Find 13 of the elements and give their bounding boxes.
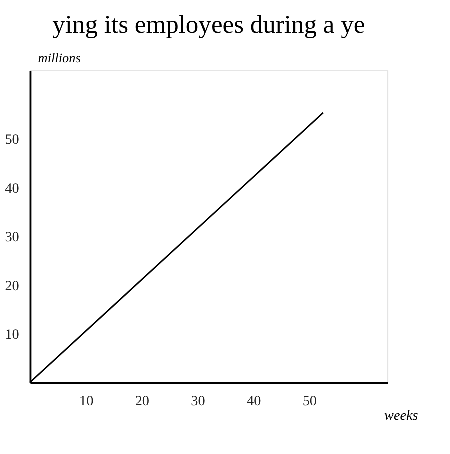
x-tick-label: 50 bbox=[302, 394, 317, 410]
chart-title: ying its employees during a ye bbox=[52, 10, 366, 39]
x-axis-title: weeks bbox=[384, 408, 419, 424]
x-tick-label: 40 bbox=[246, 394, 262, 410]
y-axis-title: millions bbox=[38, 50, 81, 66]
x-tick-label: 30 bbox=[191, 394, 206, 410]
y-tick-label: 20 bbox=[5, 278, 20, 294]
y-tick-label: 30 bbox=[5, 230, 20, 246]
y-tick-label: 50 bbox=[5, 132, 20, 148]
x-tick-label: 20 bbox=[135, 394, 150, 410]
y-tick-label: 40 bbox=[5, 180, 20, 197]
x-tick-label: 10 bbox=[79, 394, 94, 410]
y-tick-label: 10 bbox=[5, 327, 20, 344]
